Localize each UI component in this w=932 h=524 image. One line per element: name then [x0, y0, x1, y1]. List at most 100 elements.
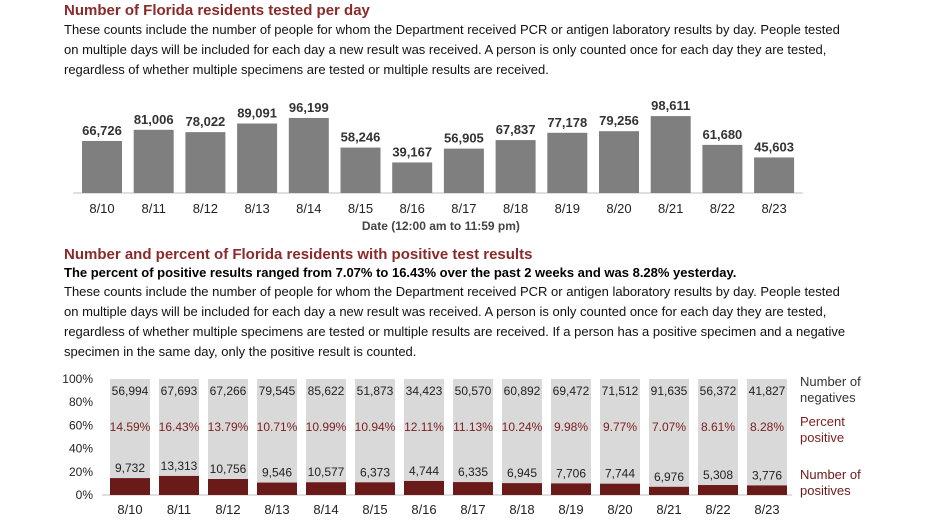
- positives-bar: [698, 485, 738, 495]
- y-tick-label: 40%: [69, 442, 93, 456]
- positives-bar: [453, 482, 493, 495]
- negatives-value-label: 41,827: [749, 384, 786, 398]
- x-tick-label: 8/16: [411, 502, 436, 517]
- positives-value-label: 7,706: [556, 466, 586, 480]
- positives-bar: [159, 475, 199, 495]
- positives-bar: [110, 478, 150, 495]
- positives-bar: [306, 482, 346, 495]
- x-tick-label: 8/10: [89, 201, 114, 216]
- legend-percent-line2: positive: [800, 430, 844, 445]
- negatives-bar: [208, 379, 248, 480]
- x-tick-label: 8/15: [348, 201, 373, 216]
- tested-bar: [340, 147, 381, 193]
- tested-bar: [754, 157, 795, 193]
- tested-per-day-chart: 66,726 8/10 81,006 8/11 78,022 8/12 89,091 8/13…: [73, 98, 803, 233]
- tested-chart-title: Number of Florida residents tested per d…: [64, 2, 370, 19]
- positives-bar: [551, 483, 591, 495]
- positives-value-label: 4,744: [409, 464, 439, 478]
- tested-value-label: 56,905: [444, 131, 484, 146]
- tested-chart-description: These counts include the number of peopl…: [64, 22, 840, 77]
- tested-value-label: 89,091: [237, 106, 277, 121]
- percent-positive-label: 10.94%: [355, 420, 396, 434]
- positives-bar: [257, 482, 297, 495]
- positives-value-label: 13,313: [161, 459, 198, 473]
- negatives-value-label: 34,423: [406, 384, 443, 398]
- negatives-bar: [404, 379, 444, 481]
- tested-value-label: 45,603: [754, 139, 794, 154]
- tested-bar: [702, 144, 743, 193]
- percent-positive-label: 9.98%: [554, 420, 588, 434]
- positives-bar: [404, 480, 444, 495]
- legend-negatives-line1: Number of: [800, 374, 861, 389]
- negatives-value-label: 91,635: [651, 384, 688, 398]
- negatives-value-label: 79,545: [259, 384, 296, 398]
- negatives-value-label: 85,622: [308, 384, 345, 398]
- positive-chart-description: These counts include the number of peopl…: [64, 284, 846, 359]
- negatives-value-label: 67,266: [210, 384, 247, 398]
- x-tick-label: 8/21: [658, 201, 683, 216]
- x-tick-label: 8/20: [607, 502, 632, 517]
- tested-bar: [495, 140, 536, 193]
- y-tick-label: 20%: [69, 465, 93, 479]
- x-tick-label: 8/23: [754, 502, 779, 517]
- negatives-bar: [110, 379, 150, 479]
- x-tick-label: 8/18: [509, 502, 534, 517]
- negatives-value-label: 56,994: [112, 384, 149, 398]
- x-tick-label: 8/21: [656, 502, 681, 517]
- positives-bar: [208, 479, 248, 495]
- negatives-value-label: 51,873: [357, 384, 394, 398]
- percent-positive-label: 11.13%: [453, 420, 493, 434]
- y-tick-label: 80%: [69, 395, 93, 409]
- positives-value-label: 5,308: [703, 468, 733, 482]
- tested-bar: [185, 132, 226, 193]
- percent-positive-label: 10.24%: [502, 420, 543, 434]
- percent-positive-label: 16.43%: [159, 420, 200, 434]
- negatives-bar: [649, 379, 689, 487]
- percent-positive-label: 7.07%: [652, 420, 686, 434]
- tested-value-label: 78,022: [186, 114, 226, 129]
- y-tick-label: 60%: [69, 418, 93, 432]
- percent-positive-label: 14.59%: [110, 420, 151, 434]
- tested-bar: [288, 117, 329, 193]
- tested-bar: [237, 123, 278, 193]
- positives-value-label: 9,732: [115, 461, 145, 475]
- negatives-bar: [355, 379, 395, 483]
- negatives-value-label: 67,693: [161, 384, 198, 398]
- percent-positive-label: 12.11%: [404, 420, 444, 434]
- x-tick-label: 8/10: [117, 502, 142, 517]
- negatives-bar: [502, 379, 542, 484]
- x-tick-label: 8/13: [244, 201, 269, 216]
- tested-value-label: 81,006: [134, 112, 174, 127]
- x-tick-label: 8/22: [710, 201, 735, 216]
- tested-bar: [599, 131, 639, 193]
- positives-bar: [355, 482, 395, 495]
- tested-value-label: 58,246: [341, 130, 381, 145]
- positives-value-label: 7,744: [605, 467, 635, 481]
- positives-value-label: 6,976: [654, 470, 684, 484]
- negatives-bar: [159, 379, 199, 476]
- tested-value-label: 77,178: [547, 115, 587, 130]
- tested-value-label: 61,680: [703, 127, 743, 142]
- positives-bar: [747, 485, 787, 495]
- tested-value-label: 66,726: [82, 123, 122, 138]
- x-tick-label: 8/18: [503, 201, 528, 216]
- y-tick-label: 100%: [62, 372, 93, 386]
- negatives-bar: [747, 379, 787, 486]
- negatives-value-label: 56,372: [700, 384, 737, 398]
- legend-positives-line2: positives: [800, 483, 851, 498]
- tested-bar: [133, 129, 174, 193]
- y-tick-label: 0%: [76, 488, 94, 502]
- negatives-bar: [306, 379, 346, 483]
- negatives-bar: [551, 379, 591, 484]
- percent-positive-label: 10.71%: [257, 420, 298, 434]
- tested-bar: [650, 116, 691, 193]
- x-tick-label: 8/22: [705, 502, 730, 517]
- x-tick-label: 8/12: [193, 201, 218, 216]
- positives-bar: [649, 486, 689, 495]
- x-tick-label: 8/19: [555, 201, 580, 216]
- x-tick-label: 8/11: [142, 201, 166, 216]
- positives-value-label: 6,335: [458, 465, 488, 479]
- tested-value-label: 79,256: [599, 113, 639, 128]
- positives-bar: [600, 483, 640, 495]
- legend-negatives-line2: negatives: [800, 390, 856, 405]
